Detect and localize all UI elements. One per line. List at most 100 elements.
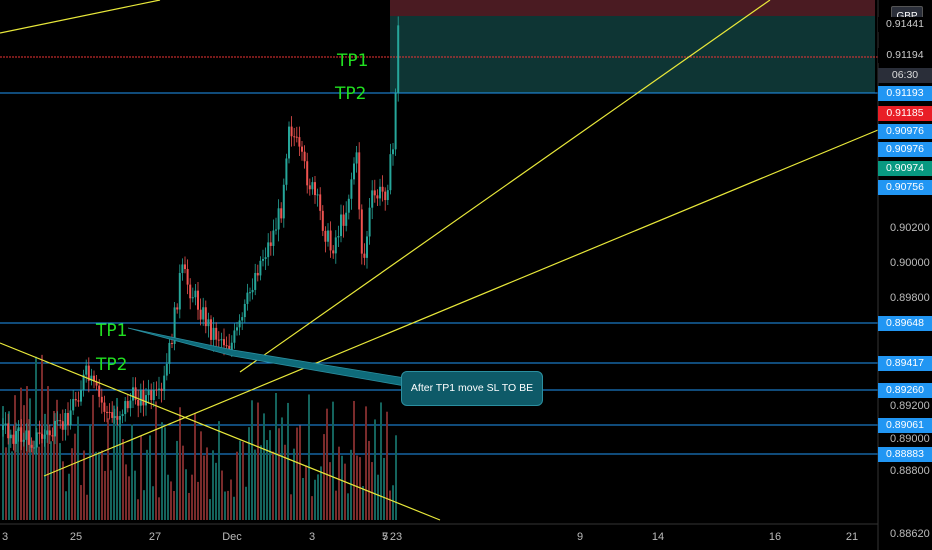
x-tick-label: Dec: [222, 531, 242, 543]
candle-body: [7, 423, 10, 439]
volume-bar: [356, 455, 358, 520]
volume-bar: [368, 440, 370, 520]
candle-body: [142, 389, 145, 406]
candle-body: [72, 398, 75, 411]
candle-body: [95, 381, 98, 386]
candle-body: [386, 190, 389, 201]
volume-bar: [323, 434, 325, 520]
volume-bar: [209, 499, 211, 520]
candle-body: [249, 292, 251, 294]
volume-bar: [377, 474, 379, 520]
annotation-callout[interactable]: After TP1 move SL TO BE: [401, 371, 543, 406]
candle-body: [150, 390, 153, 401]
volume-bar: [77, 416, 79, 520]
candle-body: [353, 163, 355, 180]
volume-bar: [347, 493, 349, 520]
candle-body: [41, 433, 43, 439]
candle-body: [251, 289, 254, 293]
volume-bar: [62, 461, 64, 520]
volume-bar: [272, 451, 274, 520]
candle-body: [145, 395, 147, 406]
volume-bar: [152, 486, 154, 520]
volume-bar: [23, 405, 25, 520]
candle-body: [103, 402, 106, 412]
volume-bar: [386, 411, 388, 520]
candle-body: [35, 432, 38, 448]
volume-bar: [203, 455, 205, 520]
volume-bar: [26, 386, 28, 520]
volume-bar: [8, 411, 10, 520]
trend-line: [43, 129, 879, 477]
volume-bar: [143, 490, 145, 520]
candle-body: [301, 146, 303, 152]
candle-body: [246, 292, 249, 304]
volume-bar: [305, 465, 307, 520]
candle-body: [25, 430, 28, 440]
volume-bar: [65, 491, 67, 520]
candle-body: [168, 342, 171, 364]
x-tick-label: 14: [652, 531, 664, 543]
candle-body: [111, 412, 114, 418]
candle-body: [392, 149, 394, 155]
volume-bar: [302, 477, 304, 520]
candle-body: [48, 430, 51, 436]
price-tag: 0.89417: [878, 356, 932, 371]
volume-bar: [263, 413, 265, 520]
candle-body: [90, 375, 93, 381]
candle-body: [85, 365, 88, 375]
volume-bar: [206, 447, 208, 520]
candle-body: [51, 435, 54, 437]
candle-body: [4, 423, 7, 426]
volume-bar: [50, 441, 52, 520]
candle-body: [282, 184, 285, 219]
volume-bar: [14, 395, 16, 520]
volume-bar: [371, 462, 373, 520]
candle-body: [113, 416, 116, 418]
x-tick-label: 3: [2, 531, 8, 543]
volume-bar: [233, 496, 235, 520]
candle-body: [327, 230, 329, 242]
volume-bar: [236, 451, 238, 520]
volume-bar: [107, 418, 109, 520]
volume-bar: [185, 469, 187, 520]
candle-body: [202, 307, 205, 320]
candle-body: [121, 414, 124, 417]
volume-bar: [146, 449, 148, 520]
candle-body: [30, 444, 33, 448]
volume-bar: [296, 427, 298, 520]
candle-body: [389, 154, 392, 191]
volume-bar: [281, 417, 283, 520]
volume-bar: [269, 430, 271, 520]
y-tick-label: 0.89200: [890, 400, 930, 412]
volume-bar: [194, 413, 196, 520]
candle-body: [298, 137, 301, 147]
volume-bar: [212, 450, 214, 520]
candle-body: [147, 390, 150, 396]
volume-bar: [59, 443, 61, 520]
candle-body: [210, 319, 212, 340]
candle-body: [215, 327, 218, 340]
volume-bar: [221, 470, 223, 520]
price-tag: 0.91193: [878, 86, 932, 101]
candle-body: [139, 389, 142, 406]
volume-bar: [158, 497, 160, 520]
price-tag: 0.91194: [878, 48, 932, 63]
candle-body: [347, 198, 350, 213]
y-tick-label: 0.90000: [890, 257, 930, 269]
candle-body: [238, 320, 241, 328]
candle-body: [82, 374, 85, 390]
volume-bar: [44, 413, 46, 520]
candle-body: [160, 388, 163, 391]
volume-bar: [71, 448, 73, 520]
volume-bar: [290, 494, 292, 520]
volume-bar: [161, 422, 163, 520]
volume-bar: [362, 486, 364, 520]
volume-bar: [278, 428, 280, 520]
volume-bar: [287, 402, 289, 520]
candle-body: [59, 420, 62, 422]
volume-bar: [164, 427, 166, 520]
volume-bar: [80, 485, 82, 520]
volume-bar: [20, 387, 22, 520]
candle-body: [98, 385, 101, 397]
